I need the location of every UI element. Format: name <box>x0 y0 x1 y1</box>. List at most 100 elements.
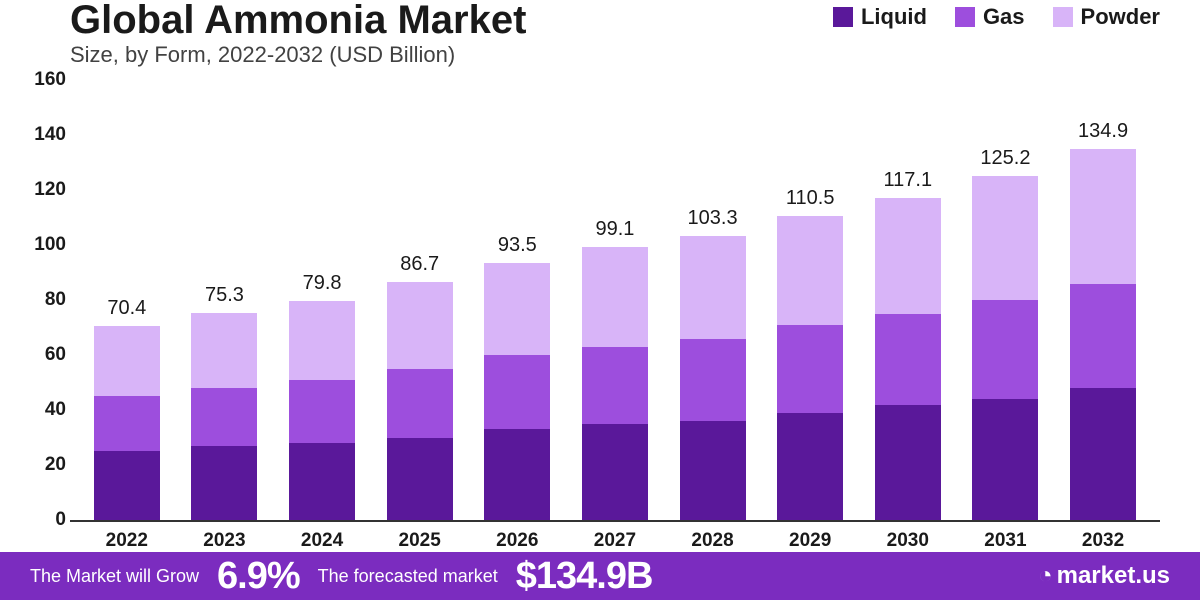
bar-stack <box>680 236 746 520</box>
footer-banner: The Market will Grow 6.9% The forecasted… <box>0 552 1200 600</box>
bar-segment <box>582 424 648 520</box>
bar-segment <box>777 413 843 520</box>
legend: Liquid Gas Powder <box>833 0 1160 30</box>
bar-column: 79.8 <box>281 272 363 520</box>
bar-segment <box>484 429 550 520</box>
bar-total-label: 103.3 <box>688 207 738 230</box>
bar-segment <box>972 176 1038 300</box>
y-tick-label: 80 <box>22 289 66 311</box>
bars-group: 70.4 75.3 79.8 86.7 93.5 99.1 103.3 110.5 117.1 1… <box>70 82 1160 520</box>
bar-segment <box>875 198 941 314</box>
x-tick-label: 2032 <box>1062 530 1144 552</box>
bar-segment <box>289 301 355 380</box>
title-block: Global Ammonia Market Size, by Form, 202… <box>70 0 526 68</box>
bar-column: 70.4 <box>86 297 168 520</box>
chart-area: 70.4 75.3 79.8 86.7 93.5 99.1 103.3 110.5 117.1 1… <box>0 68 1200 552</box>
bar-stack <box>777 216 843 520</box>
bar-segment <box>680 236 746 339</box>
bar-total-label: 99.1 <box>595 218 634 241</box>
bar-column: 134.9 <box>1062 120 1144 520</box>
brand-icon: ◔ <box>1038 562 1053 590</box>
x-tick-label: 2022 <box>86 530 168 552</box>
bar-segment <box>972 399 1038 520</box>
y-tick-label: 40 <box>22 399 66 421</box>
bar-segment <box>191 313 257 388</box>
x-tick-label: 2028 <box>672 530 754 552</box>
bar-total-label: 93.5 <box>498 234 537 257</box>
x-tick-label: 2027 <box>574 530 656 552</box>
bar-total-label: 79.8 <box>303 272 342 295</box>
bar-segment <box>191 388 257 446</box>
bar-segment <box>1070 284 1136 389</box>
bar-segment <box>1070 388 1136 520</box>
bar-segment <box>680 339 746 422</box>
bar-segment <box>191 446 257 520</box>
bar-stack <box>94 326 160 520</box>
bar-segment <box>777 216 843 325</box>
bar-stack <box>387 282 453 520</box>
bar-column: 110.5 <box>769 187 851 520</box>
legend-item: Gas <box>955 4 1025 30</box>
bar-total-label: 117.1 <box>884 169 933 192</box>
bar-total-label: 134.9 <box>1078 120 1128 143</box>
bar-total-label: 70.4 <box>107 297 146 320</box>
x-tick-label: 2031 <box>964 530 1046 552</box>
brand-name: market.us <box>1057 562 1170 590</box>
bar-segment <box>289 380 355 443</box>
x-tick-label: 2023 <box>183 530 265 552</box>
bar-segment <box>484 355 550 429</box>
x-tick-label: 2026 <box>476 530 558 552</box>
legend-swatch <box>955 7 975 27</box>
bar-total-label: 125.2 <box>980 147 1030 170</box>
footer-cagr: 6.9% <box>217 555 300 598</box>
bar-stack <box>289 301 355 520</box>
bar-column: 99.1 <box>574 218 656 520</box>
y-tick-label: 160 <box>22 69 66 91</box>
footer-grow-text: The Market will Grow <box>30 566 199 587</box>
plot-area: 70.4 75.3 79.8 86.7 93.5 99.1 103.3 110.5 117.1 1… <box>70 82 1160 522</box>
footer-forecast-text: The forecasted market <box>318 566 498 587</box>
footer-forecast-value: $134.9B <box>516 555 653 598</box>
legend-item: Powder <box>1053 4 1160 30</box>
bar-segment <box>94 326 160 396</box>
header-row: Global Ammonia Market Size, by Form, 202… <box>0 0 1200 68</box>
bar-column: 125.2 <box>964 147 1046 520</box>
chart-title: Global Ammonia Market <box>70 0 526 40</box>
bar-segment <box>1070 149 1136 283</box>
bar-stack <box>875 198 941 520</box>
bar-segment <box>387 282 453 369</box>
legend-item: Liquid <box>833 4 927 30</box>
chart-subtitle: Size, by Form, 2022-2032 (USD Billion) <box>70 42 526 68</box>
legend-swatch <box>833 7 853 27</box>
legend-label: Powder <box>1081 4 1160 30</box>
bar-column: 103.3 <box>672 207 754 520</box>
y-tick-label: 100 <box>22 234 66 256</box>
bar-total-label: 75.3 <box>205 284 244 307</box>
legend-swatch <box>1053 7 1073 27</box>
x-tick-label: 2029 <box>769 530 851 552</box>
x-tick-label: 2024 <box>281 530 363 552</box>
bar-column: 75.3 <box>183 284 265 520</box>
bar-total-label: 86.7 <box>400 253 439 276</box>
bar-stack <box>582 247 648 520</box>
bar-column: 93.5 <box>476 234 558 520</box>
bar-total-label: 110.5 <box>786 187 835 210</box>
bar-segment <box>387 438 453 521</box>
y-tick-label: 140 <box>22 124 66 146</box>
bar-segment <box>972 300 1038 399</box>
y-tick-label: 0 <box>22 509 66 531</box>
bar-stack <box>484 263 550 520</box>
bar-segment <box>875 314 941 405</box>
bar-stack <box>972 176 1038 520</box>
y-tick-label: 20 <box>22 454 66 476</box>
footer-brand: ◔ market.us <box>1038 562 1170 590</box>
bar-column: 117.1 <box>867 169 949 520</box>
bar-segment <box>582 247 648 346</box>
legend-label: Gas <box>983 4 1025 30</box>
bar-segment <box>289 443 355 520</box>
bar-stack <box>191 313 257 520</box>
bar-segment <box>94 451 160 520</box>
x-axis: 2022202320242025202620272028202920302031… <box>70 522 1160 552</box>
bar-segment <box>680 421 746 520</box>
y-tick-label: 60 <box>22 344 66 366</box>
